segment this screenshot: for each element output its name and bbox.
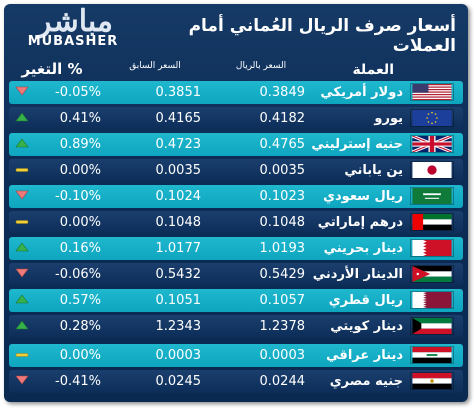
trend-up-icon [12,107,32,130]
page-title: أسعار صرف الريال العُماني أمام العملات [188,16,456,56]
currency-name: يورو [374,111,403,126]
currency-name: ريال سعودي [323,189,403,204]
change-cell: -0.41% [55,374,101,389]
table-row: 0.00% 0.1048 0.1048 درهم إماراتي [9,211,463,234]
currency-name: دينار عراقي [326,348,403,363]
previous-cell: 0.5432 [155,267,202,282]
table-row: 0.16% 1.0177 1.0193 دينار بحريني [9,237,463,260]
japan-flag-icon [407,161,459,180]
header-change: التغير % [21,60,83,78]
rate-cell: 0.0035 [259,163,306,178]
currency-name: جنيه مصري [329,374,403,389]
currency-name: ين ياباني [344,163,403,178]
currency-name: دينار بحريني [323,241,403,256]
previous-cell: 0.1051 [155,293,202,308]
trend-flat-icon [12,211,32,234]
rate-cell: 1.0193 [259,241,306,256]
logo-english: MUBASHER [27,34,119,49]
trend-flat-icon [12,159,32,182]
header-rate: السعر بالريال [235,61,287,71]
rate-cell: 0.0003 [259,348,306,363]
rate-cell: 0.1048 [259,215,306,230]
table-row: 0.41% 0.4165 0.4182 يورو [9,107,463,130]
previous-cell: 0.1048 [155,215,202,230]
header-currency: العملة [352,62,394,78]
table-row: -0.06% 0.5432 0.5429 الدينار الأردني [9,263,463,286]
us-flag-icon [407,83,459,102]
trend-flat-icon [12,344,32,367]
previous-cell: 0.0035 [155,163,202,178]
table-row: 0.89% 0.4723 0.4765 جنيه إسترليني [9,133,463,156]
trend-down-icon [12,370,32,393]
previous-cell: 1.0177 [155,241,202,256]
change-cell: 0.28% [59,319,101,334]
change-cell: -0.10% [55,189,101,204]
previous-cell: 0.3851 [155,85,202,100]
uae-flag-icon [407,213,459,232]
rate-cell: 1.2378 [259,319,306,334]
change-cell: -0.06% [55,267,101,282]
bahrain-flag-icon [407,239,459,258]
rate-cell: 0.1023 [259,189,306,204]
uk-flag-icon [407,135,459,154]
previous-cell: 0.4723 [155,137,202,152]
change-cell: 0.00% [59,163,101,178]
change-cell: -0.05% [55,85,101,100]
rate-cell: 0.1057 [259,293,306,308]
trend-down-icon [12,185,32,208]
currency-name: ريال قطري [328,293,403,308]
trend-up-icon [12,237,32,260]
currency-name: الدينار الأردني [312,267,403,282]
table-row: 0.00% 0.0003 0.0003 دينار عراقي [9,344,463,367]
logo-arabic: مباشر [37,4,113,39]
eu-flag-icon [407,109,459,128]
rate-cell: 0.5429 [259,267,306,282]
currency-name: دينار كويتي [330,319,403,334]
table-row: -0.05% 0.3851 0.3849 دولار أمريكي [9,81,463,104]
table-row: 0.57% 0.1051 0.1057 ريال قطري [9,289,463,312]
table-row: 0.00% 0.0035 0.0035 ين ياباني [9,159,463,182]
egypt-flag-icon [407,372,459,391]
mubasher-logo: مباشر MUBASHER [14,4,132,50]
currency-name: دولار أمريكي [320,85,403,100]
saudi-flag-icon [407,187,459,206]
rate-cell: 0.4182 [259,111,306,126]
currency-name: درهم إماراتي [317,215,403,230]
rates-panel: مباشر MUBASHER أسعار صرف الريال العُماني… [4,4,468,402]
rate-cell: 0.4765 [259,137,306,152]
trend-down-icon [12,81,32,104]
previous-cell: 0.0245 [155,374,202,389]
iraq-flag-icon [407,346,459,365]
trend-down-icon [12,263,32,286]
currency-name: جنيه إسترليني [311,137,403,152]
qatar-flag-icon [407,291,459,310]
change-cell: 0.89% [59,137,101,152]
table-row: -0.41% 0.0245 0.0244 جنيه مصري [9,370,463,393]
previous-cell: 0.0003 [155,348,202,363]
trend-up-icon [12,133,32,156]
change-cell: 0.41% [59,111,101,126]
change-cell: 0.57% [59,293,101,308]
trend-up-icon [12,315,32,338]
previous-cell: 1.2343 [155,319,202,334]
kuwait-flag-icon [407,317,459,336]
rate-cell: 0.0244 [259,374,306,389]
previous-cell: 0.4165 [155,111,202,126]
table-row: 0.28% 1.2343 1.2378 دينار كويتي [9,315,463,338]
rate-cell: 0.3849 [259,85,306,100]
previous-cell: 0.1024 [155,189,202,204]
change-cell: 0.00% [59,348,101,363]
change-cell: 0.00% [59,215,101,230]
trend-up-icon [12,289,32,312]
change-cell: 0.16% [59,241,101,256]
table-row: -0.10% 0.1024 0.1023 ريال سعودي [9,185,463,208]
jordan-flag-icon [407,265,459,284]
header-previous: السعر السابق [129,61,181,71]
